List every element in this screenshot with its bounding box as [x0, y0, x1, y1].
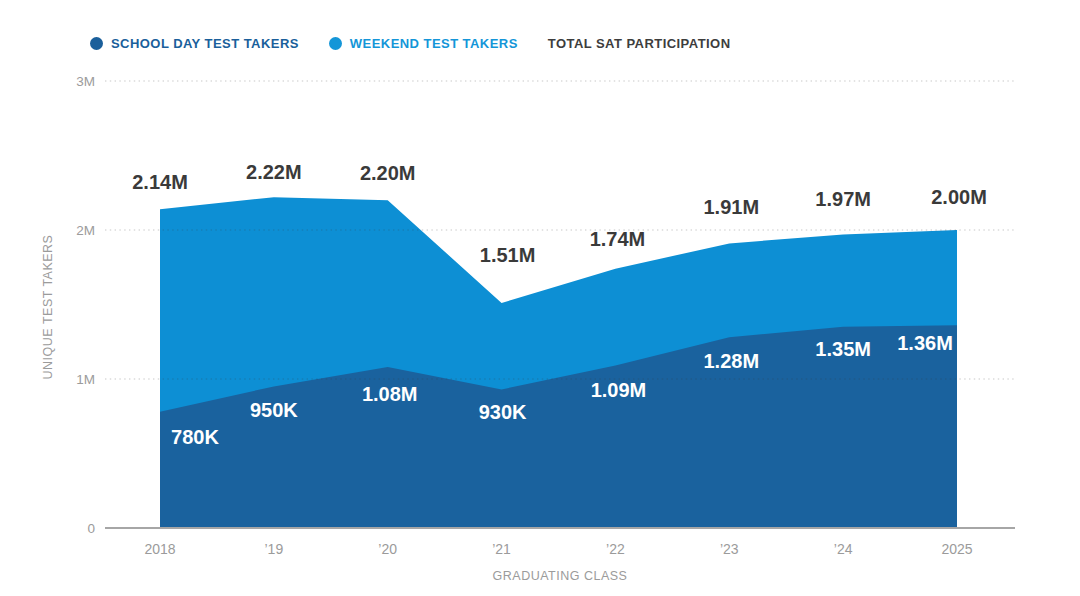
legend-dot-icon — [329, 37, 342, 50]
school-day-value-label: 1.35M — [815, 338, 871, 360]
school-day-value-label: 950K — [250, 399, 298, 421]
y-tick-label: 1M — [76, 372, 95, 387]
x-tick-label: ’24 — [834, 541, 853, 557]
total-value-label: 2.14M — [132, 171, 188, 193]
x-tick-label: ’23 — [720, 541, 739, 557]
school-day-value-label: 930K — [479, 401, 527, 423]
chart-plot: 0 1M 2M 3M 2018 ’19 ’20 ’21 ’22 ’23 ’24 2025 UNIQUE … — [0, 0, 1080, 596]
school-day-value-label: 1.36M — [897, 332, 953, 354]
legend-label: TOTAL SAT PARTICIPATION — [548, 36, 731, 51]
y-tick-label: 2M — [76, 223, 95, 238]
y-tick-label: 3M — [76, 74, 95, 89]
y-axis-title: UNIQUE TEST TAKERS — [41, 235, 55, 380]
x-tick-label: 2025 — [941, 541, 972, 557]
y-tick-label: 0 — [87, 521, 95, 536]
total-value-label: 1.51M — [480, 244, 536, 266]
legend-item-1: WEEKEND TEST TAKERS — [329, 36, 518, 51]
legend-label: SCHOOL DAY TEST TAKERS — [111, 36, 299, 51]
x-tick-label: ’20 — [378, 541, 397, 557]
x-tick-label: ’22 — [606, 541, 625, 557]
legend: SCHOOL DAY TEST TAKERS WEEKEND TEST TAKER… — [90, 36, 731, 51]
legend-item-0: SCHOOL DAY TEST TAKERS — [90, 36, 299, 51]
school-day-value-label: 1.09M — [591, 379, 647, 401]
total-value-label: 1.74M — [590, 228, 646, 250]
x-tick-label: ’19 — [265, 541, 284, 557]
x-tick-label: 2018 — [144, 541, 175, 557]
school-day-value-label: 1.28M — [703, 350, 759, 372]
total-value-label: 1.91M — [703, 196, 759, 218]
legend-label: WEEKEND TEST TAKERS — [350, 36, 518, 51]
total-value-label: 2.00M — [931, 186, 987, 208]
total-value-label: 2.22M — [246, 161, 302, 183]
school-day-value-label: 780K — [171, 426, 219, 448]
x-axis-title: GRADUATING CLASS — [493, 569, 628, 583]
legend-dot-icon — [90, 37, 103, 50]
legend-item-2: TOTAL SAT PARTICIPATION — [548, 36, 731, 51]
total-value-label: 2.20M — [360, 162, 416, 184]
school-day-value-label: 1.08M — [362, 383, 418, 405]
total-value-label: 1.97M — [815, 188, 871, 210]
x-tick-label: ’21 — [492, 541, 511, 557]
